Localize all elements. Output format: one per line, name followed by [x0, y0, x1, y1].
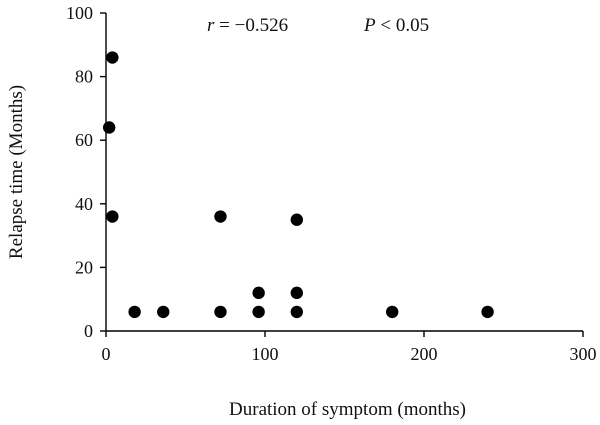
x-tick-label: 0	[102, 344, 111, 364]
y-tick-label: 60	[75, 130, 93, 150]
p-value-annotation: P < 0.05	[363, 15, 429, 36]
data-point	[481, 305, 494, 319]
data-point	[157, 305, 170, 319]
correlation-annotation: r = −0.526	[207, 15, 288, 36]
data-point	[386, 305, 399, 319]
data-point	[214, 305, 227, 319]
x-axis-ticks: 0 100 200 300	[102, 331, 597, 364]
p-symbol: P	[363, 15, 376, 36]
data-point	[106, 210, 119, 223]
x-axis-title: Duration of symptom (months)	[229, 399, 466, 420]
data-points	[102, 51, 494, 319]
p-value: < 0.05	[376, 15, 429, 36]
data-point	[102, 121, 116, 134]
y-axis-title: Relapse time (Months)	[6, 85, 27, 259]
data-point	[290, 286, 303, 300]
data-point	[290, 213, 303, 226]
y-tick-label: 0	[84, 321, 93, 341]
y-axis-ticks: 0 20 40 60 80 100	[66, 3, 106, 341]
data-point	[214, 210, 227, 223]
y-tick-label: 80	[75, 67, 93, 87]
data-point	[252, 305, 265, 319]
data-point	[290, 305, 303, 319]
y-tick-label: 20	[75, 257, 93, 277]
x-tick-label: 200	[411, 344, 438, 364]
r-symbol: r	[207, 15, 215, 36]
data-point	[252, 286, 265, 300]
y-tick-label: 100	[66, 3, 93, 23]
r-value: = −0.526	[214, 15, 288, 36]
x-tick-label: 300	[570, 344, 597, 364]
y-tick-label: 40	[75, 194, 93, 214]
data-point	[128, 305, 141, 319]
x-tick-label: 100	[252, 344, 279, 364]
data-point	[106, 51, 119, 64]
plot-area: 0 20 40 60 80 100 0 100 200 300	[66, 3, 597, 364]
